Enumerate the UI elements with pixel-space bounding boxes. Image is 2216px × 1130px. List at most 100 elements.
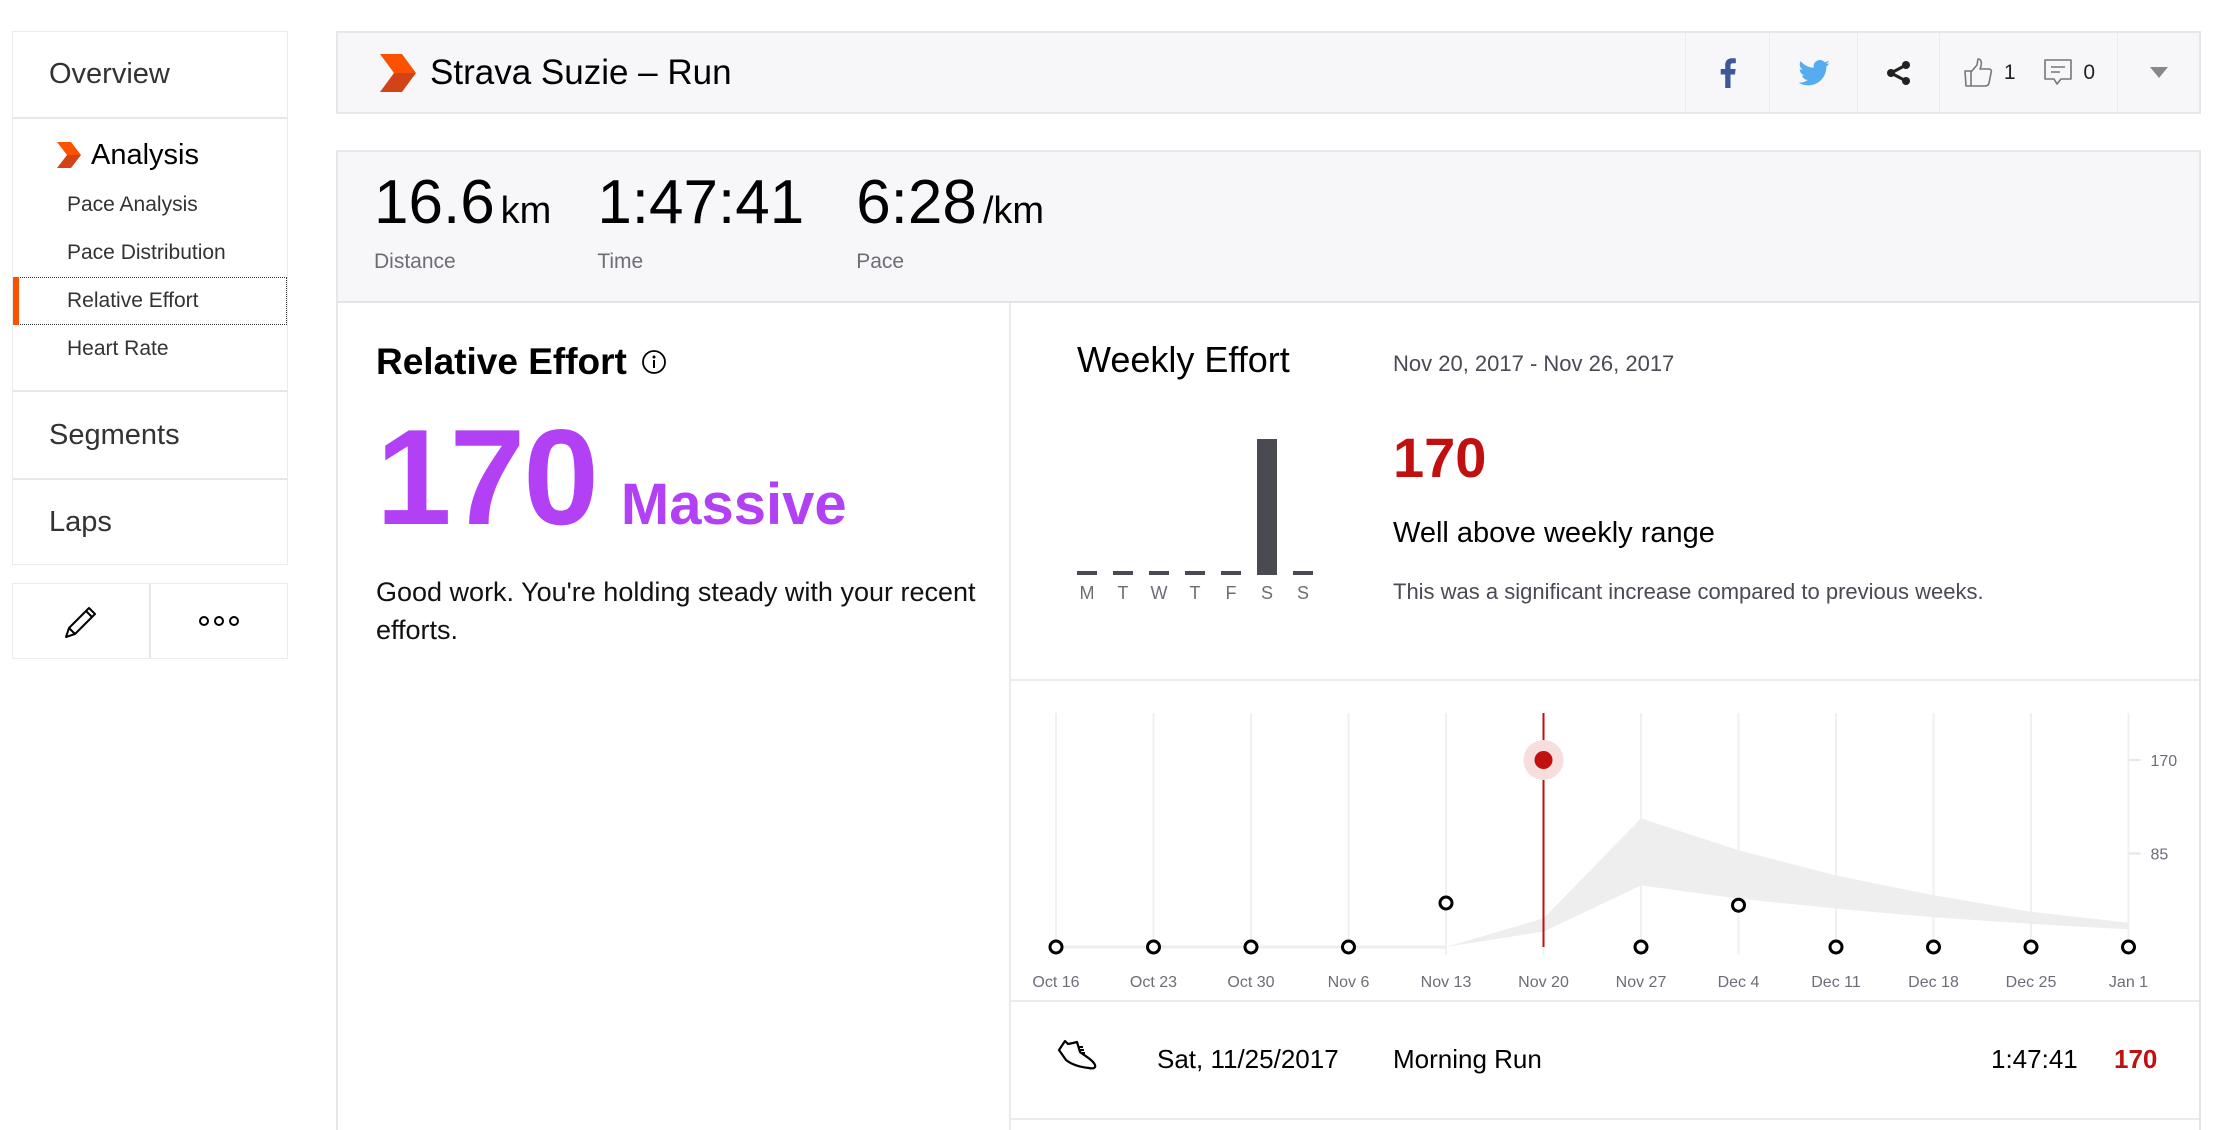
weekly-effort-panel: Weekly Effort Nov 20, 2017 - Nov 26, 201… [1011, 303, 2201, 1130]
day-bar [1221, 571, 1241, 575]
relative-effort-heading: Relative Effort [376, 341, 1009, 383]
sidebar-item-label: Relative Effort [67, 289, 199, 312]
data-point [1048, 939, 1064, 955]
stat-value: 16.6 [374, 168, 495, 237]
sidebar-item-analysis[interactable]: Analysis [13, 129, 287, 181]
x-axis-label: Nov 6 [1328, 974, 1370, 991]
sidebar-item-relative-effort[interactable]: Relative Effort [13, 277, 287, 325]
activity-title: Strava Suzie – Run [430, 52, 732, 92]
day-bar [1149, 571, 1169, 575]
effort-score-value: 170 [376, 401, 599, 553]
y-tick-label: 170 [2151, 753, 2178, 770]
effort-level-label: Massive [620, 472, 847, 537]
day-bar [1185, 571, 1205, 575]
activity-name[interactable]: Morning Run [1393, 1043, 1542, 1074]
share-icon [1886, 60, 1910, 85]
weekly-date-range: Nov 20, 2017 - Nov 26, 2017 [1393, 351, 1675, 376]
stat-label: Distance [374, 250, 456, 273]
weekday-label: F [1225, 583, 1237, 603]
comments-button[interactable]: 0 [2043, 57, 2095, 89]
page-title: Strava Suzie – Run [338, 53, 1685, 93]
sidebar-actions [12, 583, 288, 659]
data-point [2023, 939, 2039, 955]
actions-dropdown[interactable] [2117, 33, 2199, 112]
divider [1011, 1118, 2199, 1120]
sidebar-item-label: Pace Analysis [67, 193, 198, 216]
highlight-point [1534, 751, 1553, 769]
strava-chevron-icon [57, 142, 81, 168]
stat-label: Pace [856, 250, 905, 273]
x-axis-label: Dec 4 [1718, 974, 1760, 991]
weekly-trend-chart[interactable]: 85 170 Oct 16 Oct 23 Oct 30 Nov 6 Nov 13 Nov 20… [1011, 680, 2201, 1000]
sidebar-item-label: Segments [49, 418, 180, 451]
stat-unit: km [500, 190, 552, 232]
more-button[interactable] [149, 584, 287, 658]
sidebar-item-pace-analysis[interactable]: Pace Analysis [13, 181, 287, 229]
info-icon[interactable] [641, 349, 667, 375]
activity-row[interactable]: Sat, 11/25/2017 Morning Run 1:47:41 170 [1011, 1000, 2201, 1118]
twitter-share-button[interactable] [1769, 33, 1857, 112]
sidebar-item-overview[interactable]: Overview [13, 32, 287, 119]
data-point [1243, 939, 1259, 955]
sidebar-section-analysis: Analysis Pace Analysis Pace Distribution… [13, 119, 287, 392]
comment-icon [2044, 58, 2073, 85]
relative-effort-score: 170 Massive [376, 409, 1009, 545]
facebook-icon [1720, 57, 1736, 88]
stat-value: 6:28 [856, 168, 977, 237]
weekly-range-band [1446, 818, 2129, 947]
weekday-label: T [1117, 583, 1129, 603]
kudos-count: 1 [2003, 60, 2016, 84]
weekday-label: W [1150, 583, 1168, 603]
day-bar [1257, 439, 1277, 575]
comments-count: 0 [2083, 60, 2096, 84]
sidebar-item-laps[interactable]: Laps [13, 478, 287, 564]
sidebar-item-segments[interactable]: Segments [13, 392, 287, 478]
x-axis-label: Dec 25 [2006, 974, 2057, 991]
activity-stats: 16.6 km Distance 1:47:41 Time 6:28/km Pac… [336, 150, 2201, 303]
pencil-icon [65, 607, 96, 638]
activity-time: 1:47:41 [1991, 1043, 2078, 1074]
divider [1011, 679, 2199, 681]
facebook-share-button[interactable] [1685, 33, 1769, 112]
data-point [1926, 939, 1941, 955]
trend-chart-svg: 85 170 Oct 16 Oct 23 Oct 30 Nov 6 Nov 13 Nov 20… [1032, 713, 2178, 991]
edit-button[interactable] [13, 584, 149, 658]
stat-pace: 6:28/km Pace [856, 172, 1044, 301]
weekly-note: This was a significant increase compared… [1393, 579, 1984, 604]
share-button[interactable] [1857, 33, 1939, 112]
twitter-icon [1797, 59, 1830, 85]
x-axis-label: Dec 11 [1811, 974, 1861, 991]
relative-effort-panel: Relative Effort 170 Massive Good work. Y… [336, 303, 1011, 1130]
stat-time: 1:47:41 Time [597, 172, 810, 301]
sidebar-item-label: Analysis [91, 138, 199, 171]
weekday-label: S [1260, 583, 1273, 603]
sidebar-item-pace-distribution[interactable]: Pace Distribution [13, 229, 287, 277]
y-tick-label: 85 [2151, 847, 2169, 864]
day-bar [1077, 571, 1097, 575]
sidebar-nav: Overview Analysis Pace Analysis Pace Dis… [12, 31, 288, 565]
activity-header: Strava Suzie – Run 1 [336, 31, 2201, 114]
stat-label: Time [597, 250, 644, 273]
data-point [2121, 939, 2136, 955]
shoe-icon [1057, 1039, 1097, 1070]
day-bar [1113, 571, 1133, 575]
data-point [1828, 939, 1844, 955]
chevron-down-icon [2149, 66, 2168, 78]
sidebar-item-heart-rate[interactable]: Heart Rate [13, 325, 287, 373]
strava-chevron-icon [380, 53, 416, 92]
weekday-labels: M T W T F S S [1077, 583, 1315, 607]
data-point [1341, 939, 1356, 955]
sidebar-item-label: Laps [49, 505, 112, 538]
data-point [1731, 897, 1746, 913]
kudos-button[interactable]: 1 [1962, 57, 2016, 89]
x-axis-label: Dec 18 [1908, 974, 1959, 991]
weekly-effort-title: Weekly Effort [1077, 339, 1290, 380]
activity-score: 170 [2114, 1043, 2158, 1074]
x-axis-label: Jan 1 [2109, 974, 2148, 991]
sidebar-item-label: Overview [49, 58, 170, 90]
thumbs-up-icon [1964, 57, 1993, 87]
sidebar-item-label: Heart Rate [67, 337, 169, 360]
weekday-label: M [1079, 583, 1095, 603]
data-point [1438, 895, 1454, 911]
more-icon [199, 616, 239, 626]
